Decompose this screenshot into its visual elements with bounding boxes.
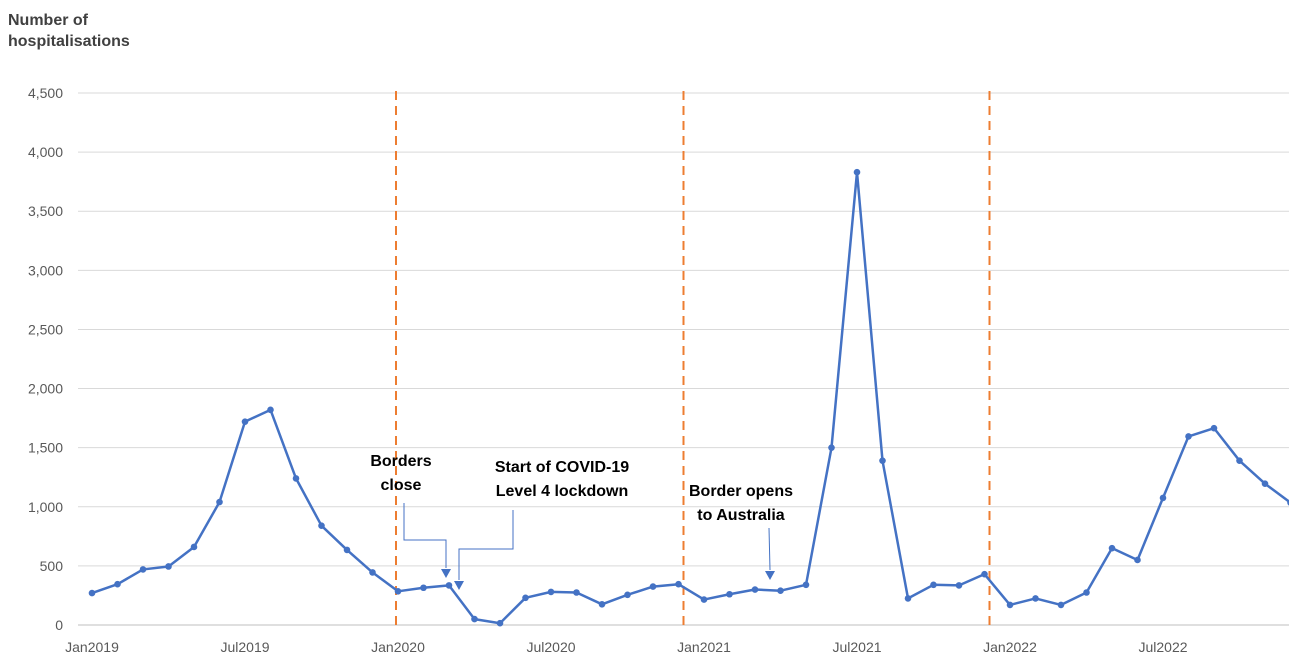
y-tick-label: 1,000: [28, 499, 63, 515]
data-point: [445, 582, 453, 589]
data-point: [216, 498, 223, 506]
data-point: [88, 589, 96, 597]
data-point: [165, 563, 172, 570]
data-point: [471, 615, 478, 623]
series-line: [91, 170, 1289, 625]
y-tick-label: 4,000: [28, 144, 63, 160]
data-point: [777, 587, 784, 595]
data-point: [1261, 480, 1269, 488]
y-tick-label: 3,000: [28, 262, 63, 278]
data-point: [1159, 494, 1167, 502]
data-point: [190, 543, 198, 551]
x-tick-label: Jan2021: [677, 639, 731, 655]
data-point: [1032, 595, 1039, 602]
data-point: [955, 582, 963, 589]
data-point: [751, 586, 759, 593]
data-point: [1083, 589, 1090, 596]
data-point: [930, 581, 937, 589]
data-point: [904, 595, 912, 602]
y-tick-label: 0: [55, 617, 63, 633]
data-point: [649, 583, 657, 590]
y-tick-label: 3,500: [28, 203, 63, 219]
data-point: [700, 596, 708, 603]
data-point: [394, 588, 402, 595]
data-point: [318, 522, 325, 529]
data-point: [496, 619, 504, 627]
annotation-lockdown-arrow: [454, 581, 464, 590]
data-point: [1185, 433, 1192, 440]
annotation-borders-close-arrow: [441, 569, 451, 578]
data-point: [981, 570, 988, 578]
data-point: [726, 590, 733, 598]
data-point: [802, 581, 810, 589]
data-point: [598, 601, 606, 608]
y-tick-label: 4,500: [28, 85, 63, 101]
x-tick-label: Jul2021: [832, 639, 881, 655]
y-tick-label: 1,500: [28, 440, 63, 456]
x-tick-label: Jan2022: [983, 639, 1037, 655]
y-tick-label: 2,000: [28, 381, 63, 397]
data-point: [828, 444, 835, 451]
data-point: [547, 588, 555, 596]
x-tick-label: Jul2019: [220, 639, 269, 655]
data-point: [1210, 424, 1218, 432]
y-axis-title: Number of hospitalisations: [8, 10, 130, 52]
annotation-borders-close-leader: [403, 503, 447, 568]
data-point: [343, 546, 351, 554]
y-axis-title-line-1: Number of: [8, 12, 88, 29]
data-point: [675, 580, 682, 588]
data-point: [1108, 544, 1116, 552]
data-point: [1236, 457, 1243, 464]
annotation-borders-close: Borders: [370, 453, 431, 470]
annotation-border-opens-arrow: [765, 571, 775, 580]
y-axis-title-line-2: hospitalisations: [8, 33, 130, 50]
data-point: [879, 457, 886, 464]
y-tick-label: 2,500: [28, 321, 63, 337]
annotation-border-opens: Border opens: [689, 483, 793, 500]
annotation-lockdown: Level 4 lockdown: [496, 483, 628, 500]
data-point: [522, 594, 529, 602]
annotation-lockdown-leader: [458, 510, 514, 580]
data-point: [241, 418, 249, 425]
annotation-border-opens-leader: [768, 527, 771, 571]
x-tick-label: Jul2020: [526, 639, 575, 655]
data-point: [624, 591, 631, 599]
data-point: [292, 475, 300, 482]
data-point: [267, 406, 274, 414]
annotation-borders-close: close: [381, 477, 422, 494]
data-point: [853, 168, 861, 176]
y-tick-label: 500: [40, 558, 64, 574]
data-point: [1057, 601, 1065, 609]
data-point: [1134, 556, 1141, 564]
data-point: [1006, 601, 1014, 609]
data-point: [420, 584, 427, 592]
x-tick-label: Jan2019: [65, 639, 119, 655]
data-point: [369, 569, 376, 576]
annotation-border-opens: to Australia: [697, 507, 785, 524]
data-point: [573, 589, 580, 596]
annotation-lockdown: Start of COVID-19: [495, 459, 629, 476]
x-tick-label: Jan2020: [371, 639, 425, 655]
data-point: [114, 580, 121, 588]
x-tick-label: Jul2022: [1138, 639, 1187, 655]
data-point: [139, 566, 147, 573]
